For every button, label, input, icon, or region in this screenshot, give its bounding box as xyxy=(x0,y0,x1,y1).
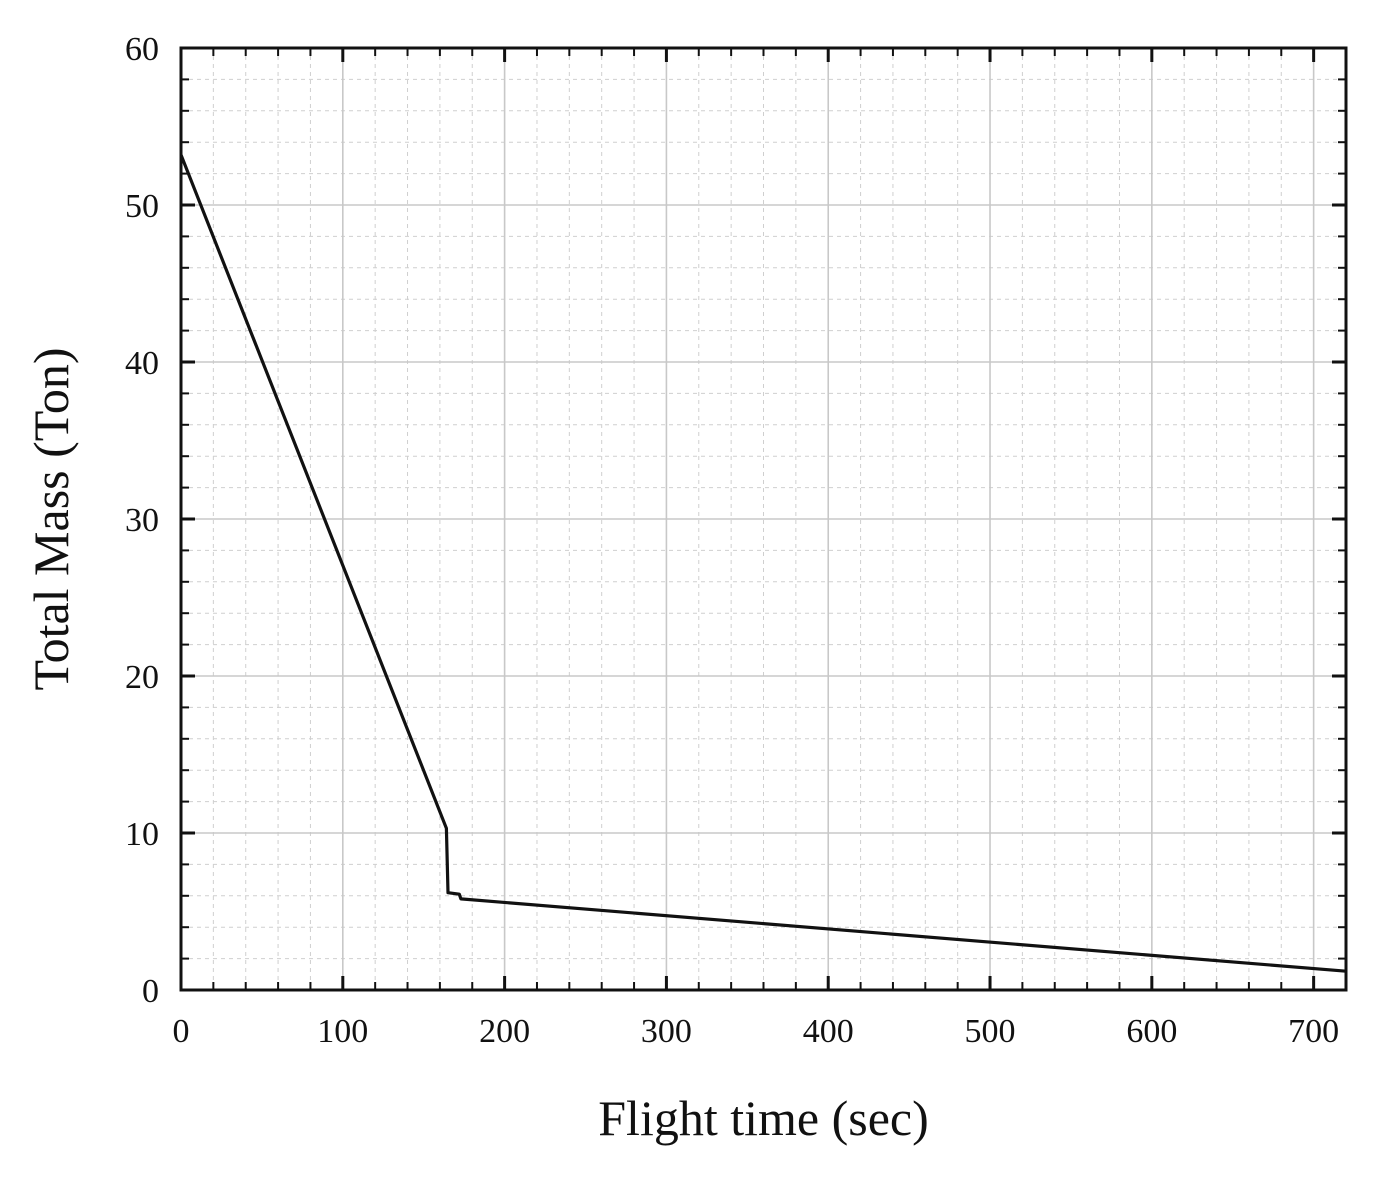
series-line-0 xyxy=(179,154,1347,973)
y-axis-title: Total Mass (Ton) xyxy=(23,348,79,691)
y-tick-label: 50 xyxy=(125,188,159,225)
y-tick-label: 20 xyxy=(125,659,159,696)
x-tick-label: 500 xyxy=(965,1013,1016,1050)
y-tick-label: 0 xyxy=(142,973,159,1010)
x-tick-label: 400 xyxy=(803,1013,854,1050)
x-tick-label: 200 xyxy=(479,1013,530,1050)
y-tick-labels: 0 10 20 30 40 50 60 xyxy=(125,31,159,1010)
y-tick-label: 30 xyxy=(125,502,159,539)
x-tick-label: 300 xyxy=(641,1013,692,1050)
x-tick-label: 600 xyxy=(1126,1013,1177,1050)
y-tick-label: 40 xyxy=(125,345,159,382)
axis-ticks xyxy=(179,46,1347,992)
series-layer xyxy=(179,154,1347,973)
x-tick-labels: 0 100 200 300 400 500 600 700 xyxy=(173,1013,1340,1050)
y-tick-label: 60 xyxy=(125,31,159,68)
x-tick-label: 100 xyxy=(317,1013,368,1050)
x-tick-label: 700 xyxy=(1288,1013,1339,1050)
y-tick-label: 10 xyxy=(125,816,159,853)
x-tick-label: 0 xyxy=(173,1013,190,1050)
x-axis-title: Flight time (sec) xyxy=(598,1090,929,1146)
